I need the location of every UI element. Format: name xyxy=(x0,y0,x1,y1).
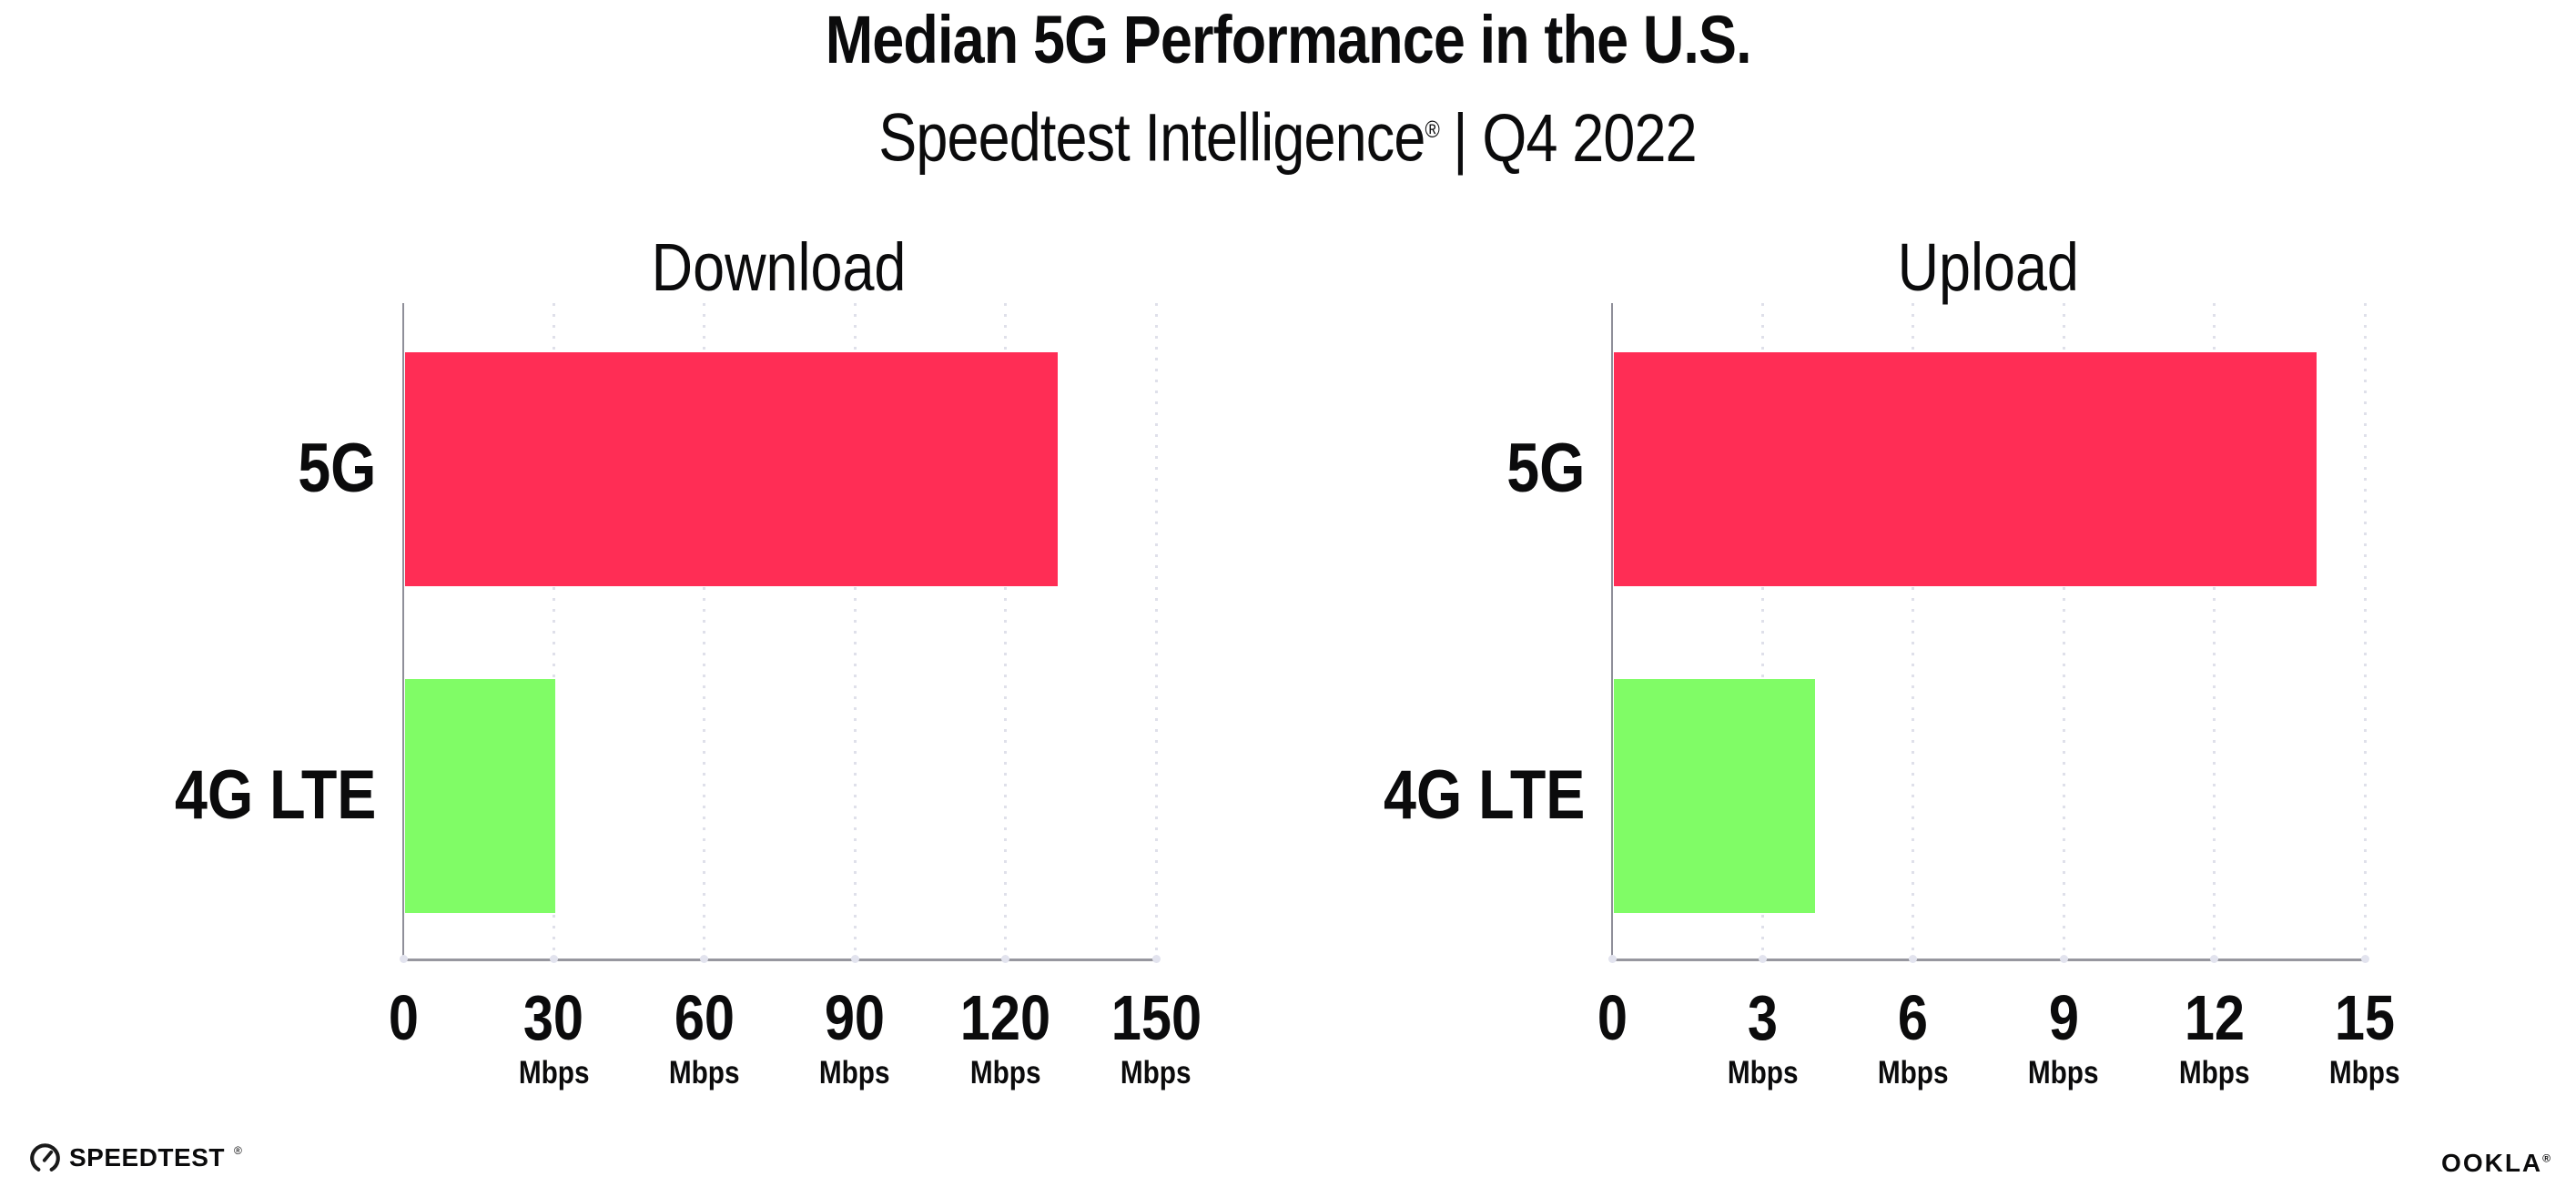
axis-tick-dot xyxy=(1909,955,1918,963)
x-tick-unit: Mbps xyxy=(2178,1055,2250,1090)
bar-5g xyxy=(1614,352,2317,586)
gridline xyxy=(2363,303,2367,959)
axis-tick-dot xyxy=(1151,955,1161,963)
x-tick-label: 120 xyxy=(959,982,1051,1053)
x-tick-unit: Mbps xyxy=(2329,1055,2400,1090)
axis-tick-dot xyxy=(1001,955,1010,963)
upload-plot-area: 0 3 Mbps 6 Mbps 9 Mbps 12 Mbps 15 Mbps 5G 4G LTE xyxy=(1384,303,2400,1090)
download-plot-area: 0 30 Mbps 60 Mbps 90 Mbps 120 Mbps 150 Mbps 5G 4G LT… xyxy=(175,303,1202,1090)
x-tick-label: 9 xyxy=(2048,982,2079,1053)
download-chart-title: Download xyxy=(652,229,907,305)
x-tick-unit: Mbps xyxy=(2028,1055,2100,1090)
gridline xyxy=(2213,303,2216,959)
axis-tick-dot xyxy=(1758,955,1767,963)
gridline xyxy=(552,303,555,959)
x-axis-line xyxy=(401,959,1159,961)
axis-tick-dot xyxy=(399,955,408,963)
x-tick-label: 60 xyxy=(674,982,735,1053)
x-tick-label: 30 xyxy=(523,982,584,1053)
x-tick-label: 12 xyxy=(2184,982,2245,1053)
x-tick-label: 3 xyxy=(1747,982,1778,1053)
x-tick-label: 150 xyxy=(1111,982,1202,1053)
y-axis-line xyxy=(1611,303,1613,960)
ookla-wordmark: OOKLA xyxy=(2441,1149,2543,1177)
gridline xyxy=(853,303,857,959)
y-axis-line xyxy=(402,303,404,960)
gauge-icon xyxy=(30,1142,60,1172)
subtitle-brand: Speedtest Intelligence xyxy=(878,99,1426,176)
gridline xyxy=(1154,303,1158,959)
gridline xyxy=(1004,303,1008,959)
axis-tick-dot xyxy=(850,955,859,963)
registered-symbol: ® xyxy=(233,1144,242,1157)
axis-tick-dot xyxy=(2360,955,2369,963)
page-title: Median 5G Performance in the U.S. xyxy=(0,0,2576,80)
page-title-text: Median 5G Performance in the U.S. xyxy=(825,2,1751,77)
ookla-logo: OOKLA® xyxy=(2441,1149,2551,1178)
y-category-label: 4G LTE xyxy=(1383,756,1585,834)
y-category-label: 4G LTE xyxy=(174,756,376,834)
axis-tick-dot xyxy=(2059,955,2068,963)
x-tick-label: 0 xyxy=(1597,982,1628,1053)
axis-tick-dot xyxy=(549,955,558,963)
bar-4g-lte xyxy=(1614,679,1815,913)
x-tick-label: 15 xyxy=(2334,982,2396,1053)
upload-chart-title: Upload xyxy=(1897,229,2079,305)
y-category-label: 5G xyxy=(1506,430,1585,507)
registered-symbol: ® xyxy=(1425,116,1440,143)
speedtest-wordmark: SPEEDTEST xyxy=(69,1143,225,1172)
axis-tick-dot xyxy=(700,955,709,963)
x-axis-line xyxy=(1610,959,2368,961)
page-subtitle-text: Speedtest Intelligence® | Q4 2022 xyxy=(878,84,1698,184)
x-tick-unit: Mbps xyxy=(1121,1055,1192,1090)
registered-symbol: ® xyxy=(2542,1151,2551,1165)
speedtest-logo: SPEEDTEST ® xyxy=(30,1141,242,1174)
x-tick-unit: Mbps xyxy=(969,1055,1041,1090)
page-subtitle: Speedtest Intelligence® | Q4 2022 xyxy=(0,84,2576,184)
gridline xyxy=(2062,303,2065,959)
x-tick-unit: Mbps xyxy=(819,1055,891,1090)
bar-4g-lte xyxy=(405,679,556,913)
bar-5g xyxy=(405,352,1058,586)
gridline xyxy=(1760,303,1764,959)
axis-tick-dot xyxy=(1607,955,1617,963)
gridline xyxy=(1912,303,1915,959)
x-tick-unit: Mbps xyxy=(518,1055,590,1090)
x-tick-label: 0 xyxy=(388,982,419,1053)
x-tick-unit: Mbps xyxy=(1877,1055,1949,1090)
x-tick-unit: Mbps xyxy=(668,1055,740,1090)
subtitle-period: | Q4 2022 xyxy=(1453,99,1698,176)
y-category-label: 5G xyxy=(297,430,376,507)
x-tick-label: 90 xyxy=(825,982,886,1053)
gridline xyxy=(703,303,706,959)
axis-tick-dot xyxy=(2210,955,2219,963)
x-tick-label: 6 xyxy=(1898,982,1929,1053)
x-tick-unit: Mbps xyxy=(1727,1055,1799,1090)
